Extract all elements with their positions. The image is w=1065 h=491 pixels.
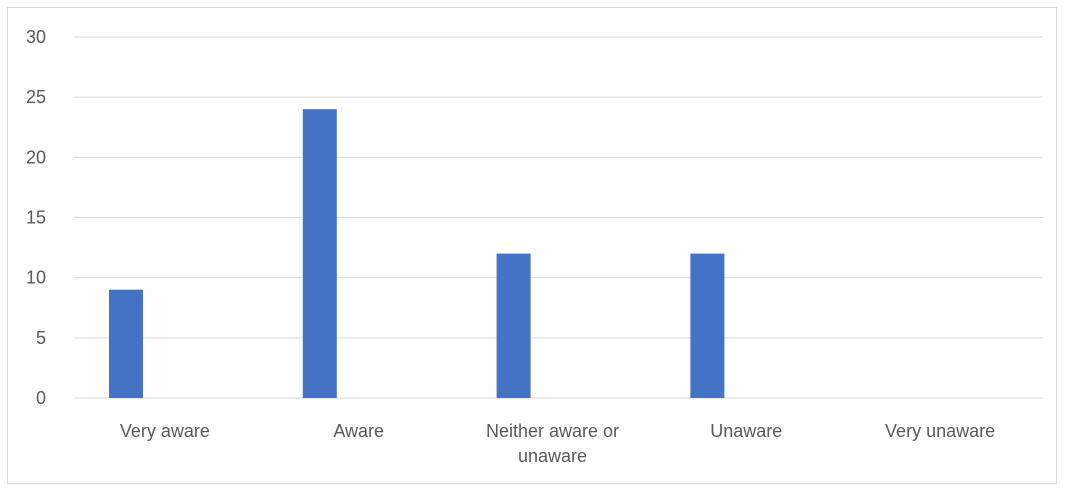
bar-1 (302, 109, 337, 398)
y-axis-ticks: 0 5 10 15 20 25 30 (26, 27, 46, 408)
y-tick-label-0: 0 (36, 388, 46, 408)
y-tick-label-5: 5 (36, 328, 46, 348)
chart-frame (7, 7, 1057, 484)
x-category-label-3: Unaware (710, 421, 782, 441)
y-tick-label-30: 30 (26, 27, 46, 47)
x-category-label-0: Very aware (120, 421, 210, 441)
y-tick-label-20: 20 (26, 147, 46, 167)
y-tick-label-25: 25 (26, 87, 46, 107)
x-category-label-1: Aware (333, 421, 384, 441)
bars (109, 109, 725, 398)
x-category-label-2: Neither aware or unaware (486, 421, 619, 466)
y-tick-label-15: 15 (26, 208, 46, 228)
x-axis-labels: Very aware Aware Neither aware or unaware Un… (120, 421, 995, 466)
x-category-label-4: Very unaware (885, 421, 995, 441)
bar-2 (496, 253, 531, 398)
gridlines (74, 36, 1043, 399)
bar-0 (109, 289, 143, 398)
y-tick-label-10: 10 (26, 268, 46, 288)
bar-3 (690, 253, 725, 398)
